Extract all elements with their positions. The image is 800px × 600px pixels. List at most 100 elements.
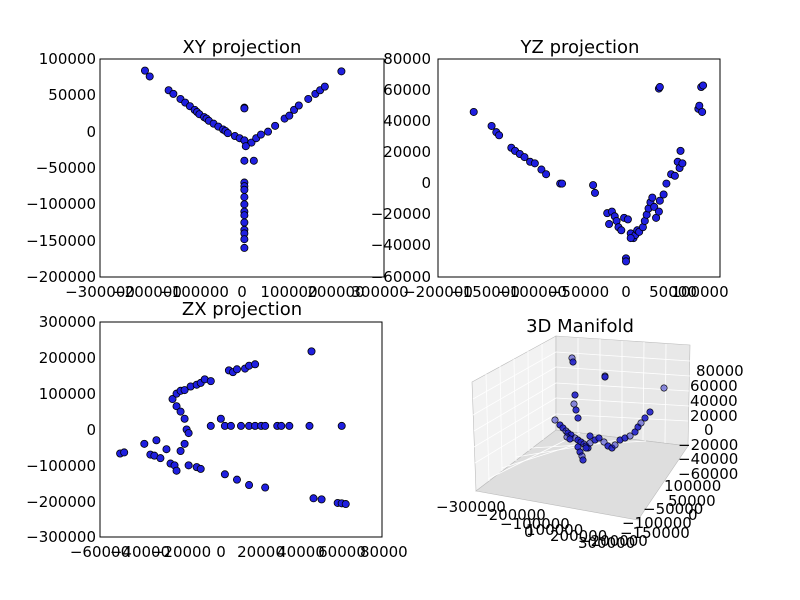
yz-x-tick: −100000 (497, 283, 567, 301)
data-point-3d (582, 444, 590, 452)
data-point (337, 421, 346, 430)
3d-z-tick: 40000 (690, 392, 738, 410)
data-point (240, 104, 249, 113)
xy-y-tick: 0 (86, 123, 96, 141)
3d-right-wall (555, 335, 691, 447)
data-point (180, 414, 189, 423)
data-point (320, 82, 329, 91)
data-point (542, 170, 551, 179)
data-point (216, 414, 225, 423)
3d-x-tick: 100000 (526, 521, 583, 539)
xy-y-tick: −150000 (26, 232, 96, 250)
3d-z-tick: −40000 (678, 450, 738, 468)
zx-points (116, 347, 350, 509)
data-point-3d (646, 408, 654, 416)
yz-x-tick: −50000 (549, 283, 609, 301)
zx-x-tick: 20000 (237, 543, 285, 561)
data-point (249, 156, 258, 165)
xy-projection-title: XY projection (183, 37, 302, 58)
xy-x-tick: −100000 (159, 283, 229, 301)
yz-projection-title: YZ projection (520, 37, 640, 58)
yz-y-tick: −20000 (371, 205, 431, 223)
data-point (277, 421, 286, 430)
data-point (678, 159, 687, 168)
3d-x-tick-labels: −300000 −200000 −100000 0 100000 200000 … (436, 498, 635, 552)
data-point-3d (572, 406, 580, 414)
data-point (240, 243, 249, 252)
3d-y-tick: 50000 (668, 492, 716, 510)
zx-y-tick: 100000 (39, 385, 96, 403)
data-point-3d (637, 419, 645, 427)
data-point (305, 421, 314, 430)
data-point (648, 193, 657, 202)
xy-y-tick: 50000 (48, 86, 96, 104)
data-point (140, 439, 149, 448)
data-point (162, 445, 171, 454)
data-point (623, 215, 632, 224)
data-point (699, 81, 708, 90)
data-point (240, 156, 249, 165)
data-point (240, 235, 249, 244)
zx-x-tick: −40000 (110, 543, 170, 561)
3d-z-tick: 0 (704, 421, 714, 439)
data-point (626, 234, 635, 243)
data-point (240, 193, 249, 202)
3d-x-tick: −200000 (476, 506, 546, 524)
data-point (223, 129, 232, 138)
3d-x-tick: 200000 (550, 527, 607, 545)
data-point (241, 142, 250, 151)
data-point (206, 377, 215, 386)
data-point (176, 407, 185, 416)
3d-points (551, 354, 668, 464)
xy-x-tick: −300000 (65, 283, 135, 301)
yz-points (469, 81, 708, 266)
3d-x-tick: −100000 (500, 515, 570, 533)
yz-x-tick: −200000 (403, 283, 473, 301)
zx-x-tick: 80000 (360, 543, 408, 561)
data-point (168, 395, 177, 404)
xy-points (140, 66, 346, 252)
data-point (196, 464, 205, 473)
zx-y-tick: 200000 (39, 349, 96, 367)
zx-x-tick: 0 (216, 543, 226, 561)
data-point (220, 470, 229, 479)
data-point (495, 131, 504, 140)
data-point-3d (611, 441, 619, 449)
data-point (172, 466, 181, 475)
data-point (307, 347, 316, 356)
data-point (145, 72, 154, 81)
zx-y-tick: −300000 (26, 528, 96, 546)
3d-x-tick: 0 (524, 523, 534, 541)
data-point (285, 421, 294, 430)
data-point (256, 130, 265, 139)
data-point (558, 179, 567, 188)
data-point-3d (569, 358, 577, 366)
zx-y-tick: 300000 (39, 313, 96, 331)
3d-y-tick: −50000 (643, 500, 703, 518)
zx-x-tick: −20000 (151, 543, 211, 561)
yz-y-tick: 40000 (383, 112, 431, 130)
zx-x-tick: 60000 (318, 543, 366, 561)
data-point (590, 188, 599, 197)
data-point (271, 121, 280, 130)
data-point (245, 481, 254, 490)
data-point (654, 207, 663, 216)
zx-x-tick: −60000 (70, 543, 130, 561)
data-point (152, 436, 161, 445)
yz-y-tick: −60000 (371, 268, 431, 286)
data-point (120, 448, 129, 457)
data-point (226, 421, 235, 430)
data-point-3d (641, 414, 649, 422)
data-point-3d (586, 432, 594, 440)
data-point (469, 107, 478, 116)
yz-x-tick: −150000 (450, 283, 520, 301)
3d-z-tick-labels: 80000 60000 40000 20000 0 −20000 −40000 … (678, 362, 744, 483)
3d-x-tick: 300000 (578, 534, 635, 552)
data-point (232, 475, 241, 484)
data-point (487, 121, 496, 130)
xy-x-tick: 300000 (351, 283, 408, 301)
data-point (180, 439, 189, 448)
3d-y-tick: 100000 (664, 477, 721, 495)
data-point (240, 211, 249, 220)
xy-projection-panel: XY projection −300000 −200000 −100000 0 … (26, 37, 408, 301)
